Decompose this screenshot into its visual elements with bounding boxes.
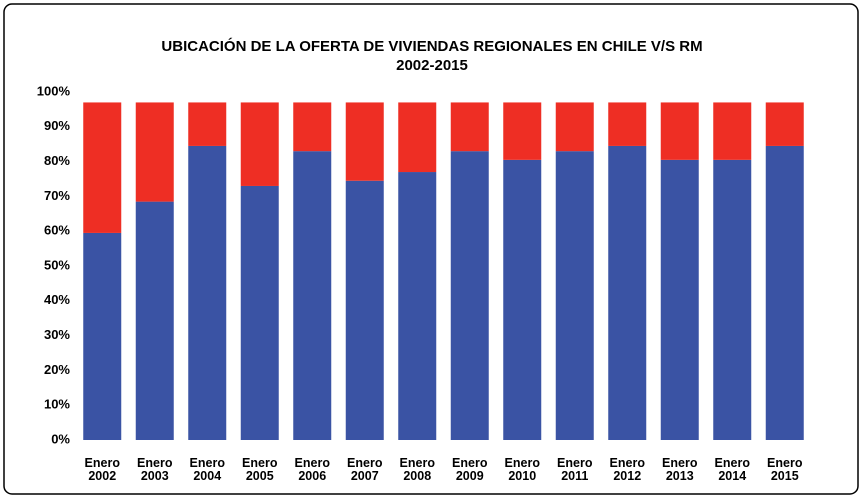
bar-segment <box>398 102 437 173</box>
chart-subtitle: 2002-2015 <box>396 57 468 74</box>
y-tick-label: 20% <box>44 362 70 377</box>
bar-segment <box>765 145 804 440</box>
chart-title: UBICACIÓN DE LA OFERTA DE VIVIENDAS REGI… <box>161 37 702 55</box>
bar-segment <box>398 172 437 441</box>
bar-segment <box>293 102 332 152</box>
bar-segment <box>83 102 122 233</box>
bar-segment <box>555 102 594 152</box>
x-tick-label: Enero 2004 <box>189 456 225 483</box>
bar-segment <box>608 145 647 440</box>
bar-segment <box>345 180 384 441</box>
x-tick-label: Enero 2014 <box>714 456 750 483</box>
bar-segment <box>503 159 542 441</box>
bar-segment <box>450 151 489 440</box>
y-tick-label: 30% <box>44 327 70 342</box>
bar-segment <box>135 201 174 440</box>
y-tick-label: 70% <box>44 188 70 203</box>
x-tick-label: Enero 2011 <box>557 456 593 483</box>
bar-segment <box>188 102 227 146</box>
y-tick-label: 40% <box>44 292 70 307</box>
y-tick-label: 10% <box>44 397 70 412</box>
bar-segment <box>713 159 752 441</box>
bar-segment <box>765 102 804 146</box>
bar-segment <box>660 159 699 441</box>
bar-segment <box>240 185 279 440</box>
y-tick-label: 100% <box>37 83 71 98</box>
bar-segment <box>503 102 542 160</box>
bar-segment <box>713 102 752 160</box>
x-tick-label: Enero 2003 <box>137 456 173 483</box>
bar-segment <box>188 145 227 440</box>
x-tick-label: Enero 2006 <box>294 456 330 483</box>
bar-segment <box>135 102 174 202</box>
y-tick-label: 50% <box>44 257 70 272</box>
x-tick-label: Enero 2002 <box>84 456 120 483</box>
bar-segment <box>608 102 647 146</box>
bar-segment <box>240 102 279 186</box>
bar-segment <box>660 102 699 160</box>
y-tick-label: 90% <box>44 118 70 133</box>
x-tick-label: Enero 2005 <box>242 456 278 483</box>
x-tick-label: Enero 2008 <box>399 456 435 483</box>
x-tick-label: Enero 2012 <box>609 456 645 483</box>
x-tick-label: Enero 2009 <box>452 456 488 483</box>
bar-segment <box>555 151 594 440</box>
y-tick-label: 0% <box>51 431 70 446</box>
x-tick-label: Enero 2007 <box>347 456 383 483</box>
x-tick-label: Enero 2013 <box>662 456 698 483</box>
x-tick-label: Enero 2010 <box>504 456 540 483</box>
bar-segment <box>345 102 384 181</box>
y-tick-label: 60% <box>44 223 70 238</box>
x-tick-label: Enero 2015 <box>767 456 803 483</box>
bar-segment <box>293 151 332 440</box>
y-tick-label: 80% <box>44 153 70 168</box>
bar-segment <box>83 232 122 440</box>
bar-segment <box>450 102 489 152</box>
